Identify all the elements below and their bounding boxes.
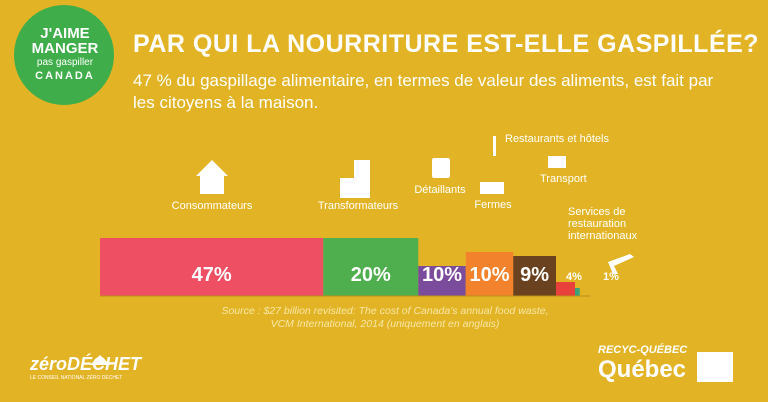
category-label: Services de restauration internationaux [568, 206, 638, 242]
zero-logo-leaf [90, 355, 110, 365]
segment [575, 288, 580, 296]
icons [90, 136, 733, 382]
carton-icon [340, 178, 356, 198]
value-label: 10% [421, 264, 463, 286]
value-label: 9% [520, 264, 550, 286]
logo-text: MANGER [31, 40, 99, 57]
source: Source : $27 billion revisited: The cost… [221, 305, 549, 330]
value-label: 47% [191, 264, 232, 286]
category-label: Consommateurs [171, 200, 253, 212]
category-label: Fermes [474, 199, 512, 211]
chart-subtitle: 47 % du gaspillage alimentaire, en terme… [133, 71, 714, 112]
segment [556, 282, 575, 296]
category-label: Transport [540, 173, 587, 185]
milk-icon [354, 160, 370, 198]
segment [418, 266, 466, 296]
quebec-flag [697, 352, 733, 382]
plane-icon [608, 254, 634, 274]
value-label: 4% [566, 271, 582, 283]
footer-logo: Québec [598, 356, 687, 383]
category-label: Transformateurs [317, 200, 399, 212]
house-icon [196, 160, 228, 194]
logo-badge [14, 5, 114, 105]
cutlery-icon [493, 136, 496, 156]
segment [100, 238, 324, 296]
footer-logo: RECYC-QUÉBEC [598, 344, 688, 356]
value-label: 20% [350, 264, 391, 286]
logo-text: J'AIME [40, 25, 90, 42]
segment [513, 256, 556, 296]
logo-text: pas gaspiller [36, 57, 94, 68]
chart-title: PAR QUI LA NOURRITURE EST-ELLE GASPILLÉE… [133, 30, 760, 58]
category-label: Restaurants et hôtels [505, 133, 609, 145]
value-label: 1% [603, 271, 619, 283]
category-label: Détaillants [414, 184, 466, 196]
bag-icon [432, 158, 450, 178]
logo-text: CANADA [35, 70, 95, 82]
segment [323, 238, 419, 296]
segment [465, 252, 514, 296]
truck-icon [548, 156, 566, 168]
footer-logo: zéroDÉCHET [30, 354, 142, 374]
footer-logo-sub: LE CONSEIL NATIONAL ZÉRO DÉCHET [30, 375, 123, 381]
tractor-icon [480, 182, 504, 194]
value-label: 10% [469, 264, 510, 286]
